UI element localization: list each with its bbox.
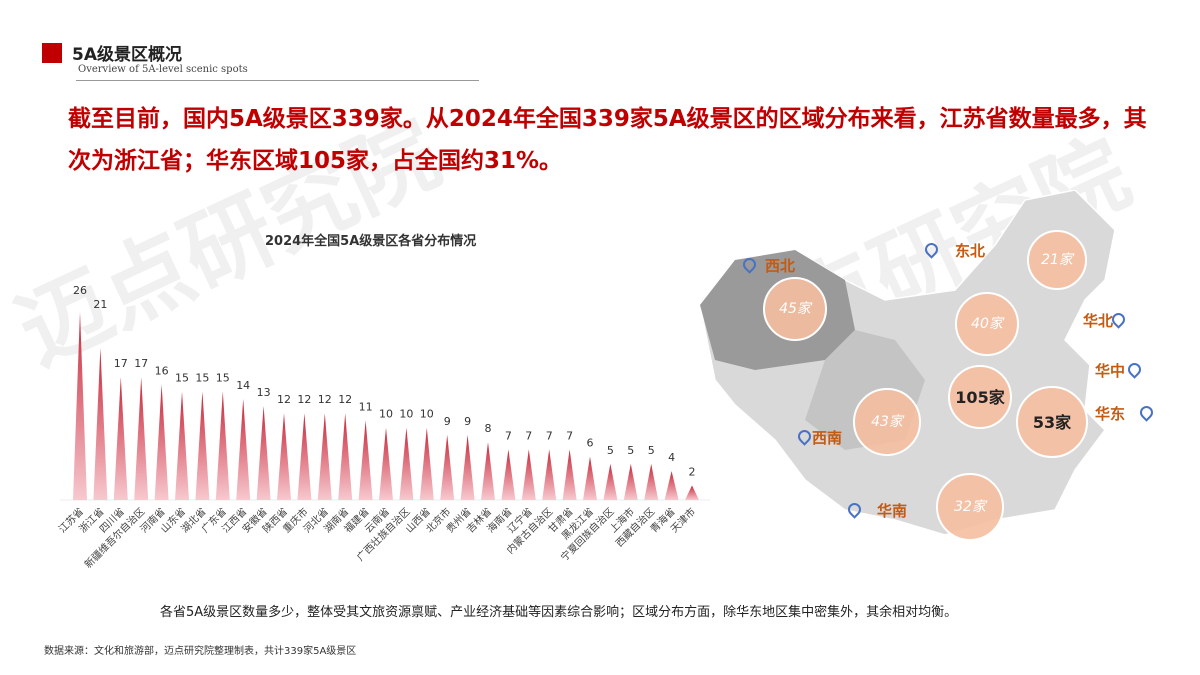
data-label: 21 bbox=[93, 298, 107, 311]
divider bbox=[76, 80, 479, 81]
bar bbox=[419, 427, 434, 500]
bar bbox=[562, 449, 577, 500]
data-label: 5 bbox=[627, 444, 634, 457]
data-label: 11 bbox=[359, 400, 373, 413]
data-label: 7 bbox=[566, 429, 573, 442]
data-label: 8 bbox=[485, 422, 492, 435]
bar bbox=[256, 406, 271, 500]
bar bbox=[358, 420, 373, 500]
bar bbox=[175, 391, 189, 500]
bar bbox=[685, 485, 699, 500]
region-count-bubble: 43 家 bbox=[853, 388, 921, 456]
bar bbox=[521, 449, 536, 500]
data-label: 14 bbox=[236, 379, 250, 392]
bar bbox=[644, 463, 659, 500]
chart-title: 2024年全国5A级景区各省分布情况 bbox=[265, 234, 477, 249]
region-count-bubble: 32 家 bbox=[936, 473, 1004, 541]
bar bbox=[542, 449, 557, 500]
bar-chart: 26江苏省21浙江省17四川省17新疆维吾尔自治区16河南省15山东省15湖北省… bbox=[56, 284, 710, 571]
data-label: 7 bbox=[505, 429, 512, 442]
bar bbox=[623, 463, 638, 500]
data-label: 15 bbox=[216, 372, 230, 385]
bar bbox=[664, 471, 679, 500]
data-label: 5 bbox=[648, 444, 655, 457]
data-label: 17 bbox=[114, 357, 128, 370]
bar bbox=[113, 377, 128, 500]
data-label: 5 bbox=[607, 444, 614, 457]
region-label: 东北 bbox=[955, 242, 986, 260]
bar bbox=[501, 449, 516, 500]
data-label: 10 bbox=[379, 408, 393, 421]
data-label: 16 bbox=[155, 364, 169, 377]
region-label: 华南 bbox=[877, 502, 908, 520]
china-map: 45 家 西北 21 家 东北 40家 华北 43 家 华中 105家华东 53 家西南 32 家 华南 bbox=[695, 190, 1195, 570]
data-label: 15 bbox=[195, 372, 209, 385]
bar bbox=[399, 427, 414, 500]
region-count-bubble: 45 家 bbox=[763, 277, 827, 341]
region-label: 西南 bbox=[812, 429, 843, 447]
section-title: 5A级景区概况 bbox=[72, 45, 182, 65]
region-count-bubble: 21 家 bbox=[1027, 230, 1087, 290]
data-label: 12 bbox=[297, 393, 311, 406]
bar bbox=[481, 442, 495, 500]
region-label: 华中 bbox=[1095, 362, 1126, 380]
bar bbox=[583, 456, 597, 500]
data-label: 13 bbox=[257, 386, 271, 399]
region-count-bubble: 40家 bbox=[955, 292, 1019, 356]
bar bbox=[338, 413, 353, 500]
bar bbox=[195, 391, 210, 500]
region-label: 西北 bbox=[765, 257, 796, 275]
region-count-bubble: 105家 bbox=[948, 365, 1012, 429]
data-label: 2 bbox=[689, 466, 696, 479]
region-label: 华东 bbox=[1095, 405, 1126, 423]
data-label: 6 bbox=[587, 437, 594, 450]
bar bbox=[73, 312, 87, 500]
data-label: 4 bbox=[668, 451, 675, 464]
bar bbox=[297, 413, 312, 500]
bar bbox=[317, 413, 332, 500]
data-label: 9 bbox=[464, 415, 471, 428]
data-label: 17 bbox=[134, 357, 148, 370]
data-source: 数据来源：文化和旅游部，迈点研究院整理制表，共计339家5A级景区 bbox=[44, 646, 357, 657]
data-label: 26 bbox=[73, 284, 87, 297]
data-label: 9 bbox=[444, 415, 451, 428]
section-subtitle: Overview of 5A-level scenic spots bbox=[78, 64, 248, 75]
bar bbox=[440, 434, 455, 500]
bar bbox=[603, 463, 618, 500]
bar bbox=[93, 348, 108, 500]
bar bbox=[154, 384, 169, 500]
data-label: 15 bbox=[175, 372, 189, 385]
bar bbox=[460, 434, 475, 500]
header-marker bbox=[42, 43, 62, 63]
bar bbox=[277, 413, 291, 500]
bar bbox=[215, 391, 230, 500]
bar bbox=[134, 377, 149, 500]
data-label: 7 bbox=[525, 429, 532, 442]
data-label: 12 bbox=[277, 393, 291, 406]
bar bbox=[236, 398, 251, 500]
region-label: 华北 bbox=[1083, 312, 1114, 330]
data-label: 12 bbox=[318, 393, 332, 406]
chart-footnote: 各省5A级景区数量多少，整体受其文旅资源禀赋、产业经济基础等因素综合影响；区域分… bbox=[160, 605, 958, 620]
data-label: 12 bbox=[338, 393, 352, 406]
headline: 截至目前，国内5A级景区339家。从2024年全国339家5A级景区的区域分布来… bbox=[68, 106, 1147, 174]
data-label: 7 bbox=[546, 429, 553, 442]
data-label: 10 bbox=[420, 408, 434, 421]
bar bbox=[379, 427, 393, 500]
data-label: 10 bbox=[399, 408, 413, 421]
region-count-bubble: 53 家 bbox=[1016, 386, 1088, 458]
